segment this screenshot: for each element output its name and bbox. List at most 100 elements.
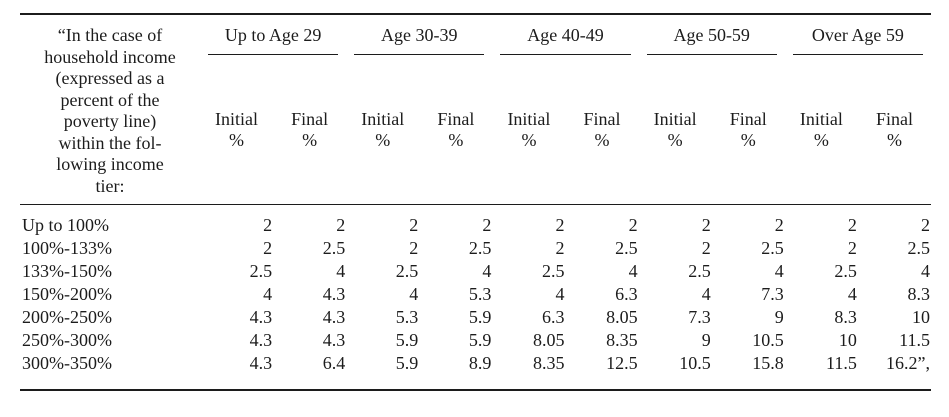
- value-cell: 2.5: [834, 261, 857, 281]
- percent-sign: %: [667, 130, 683, 150]
- table-body: Up to 100% 2 2 2 2 2 2 2 2 2 2 100%-133%…: [20, 205, 931, 391]
- subheader-final: Final %: [857, 56, 931, 205]
- age-group-header-50-59: Age 50-59: [639, 14, 785, 56]
- value-cell: 2: [409, 238, 419, 258]
- value-cell: 2: [336, 215, 346, 235]
- value-cell: 4.3: [249, 353, 273, 373]
- tier-label: 200%-250%: [22, 307, 112, 327]
- value-cell: 6.4: [322, 353, 346, 373]
- table-row: 150%-200% 4 4.3 4 5.3 4 6.3 4 7.3 4 8.3: [20, 283, 931, 306]
- subheader-final: Final %: [565, 56, 639, 205]
- value-cell: 2.5: [395, 261, 419, 281]
- value-cell: 5.9: [468, 307, 492, 327]
- value-cell: 4: [921, 261, 930, 281]
- percent-sign: %: [302, 130, 318, 150]
- age-group-label: Age 50-59: [646, 25, 777, 55]
- tier-label: Up to 100%: [22, 215, 109, 235]
- value-cell: 5.3: [468, 284, 492, 304]
- value-cell: 2: [847, 215, 857, 235]
- value-cell: 2: [628, 215, 638, 235]
- value-cell: 5.9: [395, 353, 419, 373]
- stub-header-line: household income: [44, 46, 176, 67]
- age-group-header-upto29: Up to Age 29: [200, 14, 346, 56]
- subheader-final: Final %: [419, 56, 493, 205]
- subheader-label: Final: [291, 109, 329, 129]
- income-tier-table: “In the case of household income (expres…: [20, 13, 931, 391]
- stub-header-line: tier:: [95, 175, 125, 196]
- tier-label: 133%-150%: [22, 261, 112, 281]
- value-cell: 2.5: [249, 261, 273, 281]
- subheader-label: Final: [729, 109, 767, 129]
- age-group-header-40-49: Age 40-49: [492, 14, 638, 56]
- subheader-label: Initial: [653, 109, 697, 129]
- value-cell: 6.3: [615, 284, 638, 304]
- value-cell: 2: [263, 238, 273, 258]
- table-row: 133%-150% 2.5 4 2.5 4 2.5 4 2.5 4 2.5 4: [20, 260, 931, 283]
- value-cell: 16.2”,: [886, 353, 930, 373]
- value-cell: 2: [409, 215, 419, 235]
- value-cell: 4: [555, 284, 565, 304]
- percent-sign: %: [886, 130, 902, 150]
- subheader-label: Initial: [361, 109, 405, 129]
- subheader-label: Initial: [507, 109, 551, 129]
- subheader-label: Final: [437, 109, 475, 129]
- value-cell: 4: [336, 261, 346, 281]
- value-cell: 5.9: [468, 330, 492, 350]
- value-cell: 2.5: [907, 238, 931, 258]
- subheader-label: Final: [583, 109, 621, 129]
- value-cell: 12.5: [606, 353, 638, 373]
- stub-header: “In the case of household income (expres…: [20, 14, 200, 205]
- value-cell: 10.5: [679, 353, 711, 373]
- value-cell: 8.3: [834, 307, 857, 327]
- value-cell: 5.3: [395, 307, 419, 327]
- tier-label: 300%-350%: [22, 353, 112, 373]
- value-cell: 10: [912, 307, 930, 327]
- table-row: 100%-133% 2 2.5 2 2.5 2 2.5 2 2.5 2 2.5: [20, 237, 931, 260]
- table-row: 250%-300% 4.3 4.3 5.9 5.9 8.05 8.35 9 10…: [20, 329, 931, 352]
- table-row: 200%-250% 4.3 4.3 5.3 5.9 6.3 8.05 7.3 9…: [20, 306, 931, 329]
- age-group-header-row: “In the case of household income (expres…: [20, 14, 931, 205]
- age-group-label: Up to Age 29: [208, 25, 339, 55]
- value-cell: 4.3: [249, 307, 273, 327]
- age-group-label: Age 40-49: [500, 25, 631, 55]
- value-cell: 7.3: [688, 307, 711, 327]
- value-cell: 10.5: [752, 330, 784, 350]
- value-cell: 2: [701, 238, 711, 258]
- value-cell: 8.35: [532, 353, 565, 373]
- value-cell: 2.5: [615, 238, 638, 258]
- value-cell: 8.35: [606, 330, 638, 350]
- value-cell: 15.8: [752, 353, 784, 373]
- value-cell: 6.3: [541, 307, 565, 327]
- percent-sign: %: [813, 130, 829, 150]
- value-cell: 4: [774, 261, 784, 281]
- subheader-initial: Initial %: [784, 56, 858, 205]
- value-cell: 2: [921, 215, 930, 235]
- value-cell: 4: [628, 261, 638, 281]
- value-cell: 2: [555, 215, 565, 235]
- age-group-label: Age 30-39: [354, 25, 485, 55]
- stub-header-line: “In the case of: [57, 25, 163, 45]
- subheader-initial: Initial %: [492, 56, 566, 205]
- value-cell: 4.3: [322, 330, 346, 350]
- value-cell: 4.3: [322, 307, 346, 327]
- value-cell: 4: [409, 284, 419, 304]
- value-cell: 2: [701, 215, 711, 235]
- value-cell: 5.9: [395, 330, 419, 350]
- tier-label: 150%-200%: [22, 284, 112, 304]
- percent-sign: %: [229, 130, 245, 150]
- percent-sign: %: [521, 130, 537, 150]
- table-row: 300%-350% 4.3 6.4 5.9 8.9 8.35 12.5 10.5…: [20, 352, 931, 390]
- value-cell: 11.5: [899, 330, 930, 350]
- age-group-header-30-39: Age 30-39: [346, 14, 492, 56]
- value-cell: 2.5: [541, 261, 565, 281]
- value-cell: 8.05: [532, 330, 565, 350]
- value-cell: 2.5: [468, 238, 492, 258]
- subheader-row: Initial % Final % Initial % Final % Init…: [20, 56, 931, 205]
- stub-header-line: poverty line): [63, 111, 157, 131]
- value-cell: 2.5: [688, 261, 711, 281]
- subheader-label: Initial: [799, 109, 843, 129]
- value-cell: 11.5: [826, 353, 857, 373]
- table-row: Up to 100% 2 2 2 2 2 2 2 2 2 2: [20, 205, 931, 238]
- value-cell: 4: [482, 261, 492, 281]
